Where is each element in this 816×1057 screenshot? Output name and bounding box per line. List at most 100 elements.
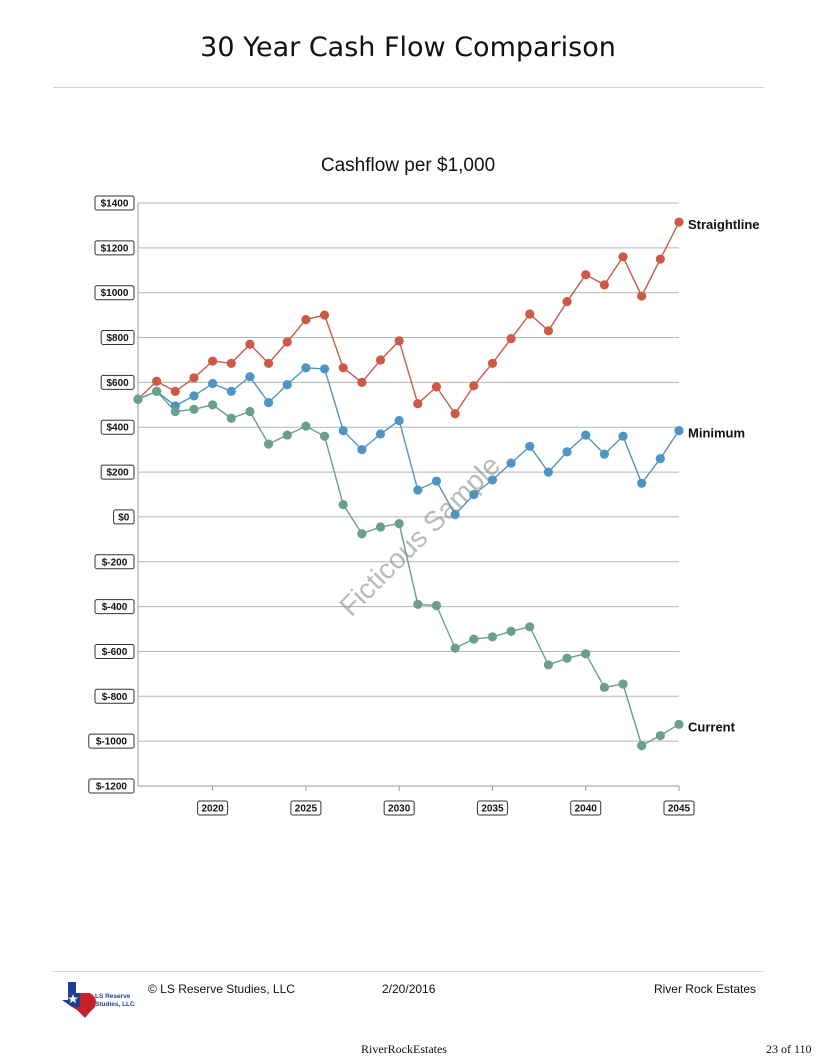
data-point: [655, 254, 665, 264]
data-point: [450, 409, 460, 419]
y-tick: $600: [100, 374, 135, 390]
data-point: [599, 682, 609, 692]
y-tick: $-800: [94, 688, 135, 704]
logo-text-line-1: LS Reserve: [95, 993, 131, 1000]
x-tick-box: [290, 800, 322, 816]
data-point: [357, 377, 367, 387]
y-tick: $-200: [94, 554, 135, 570]
data-point: [487, 475, 498, 485]
y-tick: $400: [100, 419, 135, 435]
y-tick-box: [100, 330, 135, 346]
data-point: [506, 626, 516, 636]
page-number: 23 of 110: [766, 1042, 812, 1056]
series-line: [137, 221, 680, 416]
data-point: [170, 406, 180, 417]
x-tick: 2025: [290, 800, 322, 816]
y-tick-label: $-800: [102, 692, 128, 703]
data-point: [431, 382, 442, 392]
data-point: [469, 381, 479, 391]
series-labels: Straightline Minimum Current: [688, 217, 760, 734]
title-divider: [53, 87, 764, 88]
y-tick-box: [113, 509, 135, 525]
y-tick-box: [94, 554, 135, 570]
data-point: [245, 406, 255, 417]
data-point: [581, 649, 591, 659]
y-tick-label: $-200: [102, 557, 128, 568]
y-tick-label: $1000: [101, 288, 129, 299]
y-tick-box: [94, 285, 135, 301]
y-tick-box: [94, 195, 135, 211]
data-point: [152, 386, 162, 396]
data-point: [450, 643, 460, 653]
grid-lines: [138, 202, 679, 787]
data-point: [394, 415, 404, 426]
x-tick: 2045: [663, 800, 695, 816]
y-tick: $1400: [94, 195, 135, 211]
data-point: [226, 386, 236, 396]
data-point: [338, 425, 348, 436]
x-tick-box: [476, 800, 508, 816]
data-point: [469, 489, 479, 500]
data-point: [245, 339, 255, 349]
y-tick-box: [94, 599, 135, 615]
data-point: [133, 394, 143, 404]
data-point: [469, 634, 479, 644]
data-point: [189, 373, 199, 383]
data-point: [189, 391, 199, 401]
data-point: [487, 632, 498, 642]
data-point: [525, 622, 535, 632]
data-point: [637, 741, 647, 751]
x-tick: 2020: [197, 800, 229, 816]
data-point: [208, 356, 218, 366]
data-point: [394, 519, 404, 529]
data-point: [226, 358, 236, 368]
page-title: 30 Year Cash Flow Comparison: [200, 32, 616, 63]
y-tick-label: $1400: [101, 199, 129, 210]
data-point: [525, 441, 535, 451]
x-tick: 2035: [476, 800, 508, 816]
y-tick: $800: [100, 330, 135, 346]
y-tick-label: $0: [118, 512, 130, 523]
x-tick-box: [383, 800, 415, 816]
series-line: [137, 367, 680, 516]
x-tick-box: [663, 800, 695, 816]
y-tick-label: $600: [106, 378, 129, 389]
x-tick-label: 2030: [388, 804, 411, 815]
data-point: [394, 336, 404, 346]
data-point: [674, 425, 684, 436]
data-point: [282, 337, 292, 347]
y-tick-box: [88, 733, 135, 749]
data-point: [263, 397, 274, 408]
data-point: [562, 653, 572, 663]
y-tick: $-1200: [88, 778, 135, 794]
data-point: [226, 413, 236, 423]
series-label: Straightline: [688, 217, 760, 232]
y-tick-label: $-400: [102, 602, 128, 613]
data-point: [282, 430, 292, 440]
data-point: [618, 679, 628, 689]
data-point: [319, 431, 330, 441]
y-tick-label: $-1000: [96, 737, 128, 748]
y-tick: $200: [100, 464, 135, 480]
x-tick: 2040: [570, 800, 602, 816]
footer-date: 2/20/2016: [382, 982, 436, 996]
x-tick-label: 2035: [481, 804, 504, 815]
y-tick: $-600: [94, 643, 135, 659]
x-tick: 2030: [383, 800, 415, 816]
y-tick-box: [100, 419, 135, 435]
data-point: [581, 430, 591, 440]
data-point: [263, 358, 274, 368]
data-point: [674, 217, 684, 227]
data-point: [338, 499, 348, 510]
data-point: [301, 363, 311, 373]
y-tick-box: [100, 374, 135, 390]
data-point: [282, 380, 292, 390]
data-point: [301, 421, 311, 431]
x-tick-box: [197, 800, 229, 816]
x-tick-box: [570, 800, 602, 816]
data-point: [319, 310, 330, 320]
series-straightline: [133, 217, 684, 419]
data-point: [562, 297, 572, 307]
y-tick-label: $400: [106, 423, 129, 434]
data-point: [450, 510, 460, 520]
